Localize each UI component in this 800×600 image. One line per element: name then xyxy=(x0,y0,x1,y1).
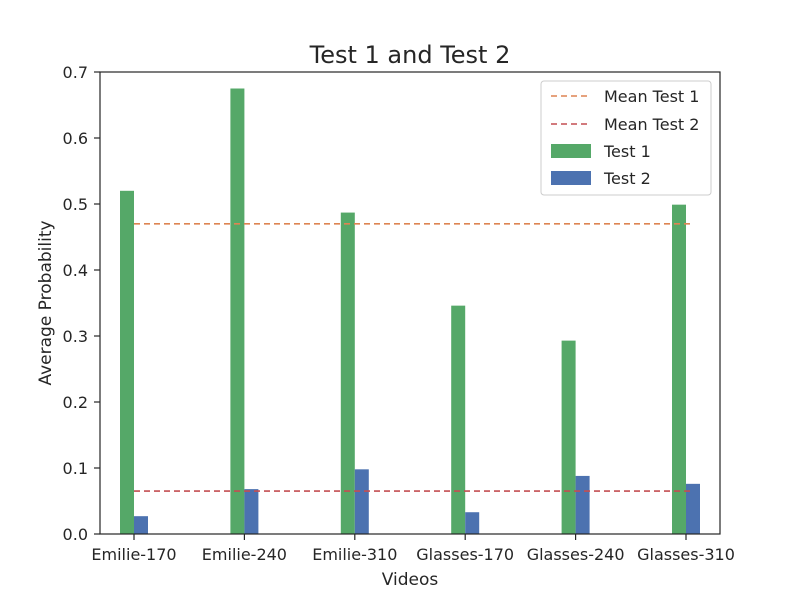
legend-label-mean-test-1: Mean Test 1 xyxy=(604,87,699,106)
x-tick-label: Glasses-310 xyxy=(637,545,735,564)
plot-frame xyxy=(99,71,721,535)
y-tick-label: 0.2 xyxy=(63,393,88,412)
bar-test-2-glasses-240 xyxy=(575,475,590,534)
y-tick-label: 0.1 xyxy=(63,459,88,478)
bar-test-2-emilie-310 xyxy=(354,469,369,534)
y-axis-ticks: 0.0 0.1 0.2 0.3 0.4 0.5 0.6 0.7 xyxy=(63,63,100,544)
y-tick-label: 0.0 xyxy=(63,525,88,544)
bar-test-1-glasses-240 xyxy=(561,340,576,534)
y-tick-label: 0.3 xyxy=(63,327,88,346)
bar-test-1-emilie-310 xyxy=(340,212,355,534)
x-tick-label: Emilie-170 xyxy=(91,545,176,564)
bar-test-2-glasses-310 xyxy=(686,483,700,534)
legend-swatch-test-2 xyxy=(551,171,591,185)
legend-box xyxy=(540,80,712,196)
legend-label-test-2: Test 2 xyxy=(603,169,651,188)
bar-test-2-emilie-170 xyxy=(134,516,148,534)
bar-test-1-emilie-240 xyxy=(230,88,245,534)
legend-swatch-test-1 xyxy=(551,144,591,158)
y-tick-label: 0.7 xyxy=(63,63,88,82)
x-axis-label: Videos xyxy=(382,570,439,590)
bars xyxy=(120,88,700,535)
legend-label-mean-test-2: Mean Test 2 xyxy=(604,115,699,134)
y-axis-label: Average Probability xyxy=(36,220,56,385)
bar-test-1-glasses-310 xyxy=(672,204,686,534)
y-tick-label: 0.4 xyxy=(63,261,88,280)
bar-test-2-glasses-170 xyxy=(465,512,480,534)
chart-title: Test 1 and Test 2 xyxy=(309,41,511,69)
bar-test-2-emilie-240 xyxy=(244,489,259,534)
x-tick-label: Emilie-240 xyxy=(202,545,287,564)
bar-test-1-glasses-170 xyxy=(451,305,466,534)
legend-label-test-1: Test 1 xyxy=(603,142,651,161)
x-tick-label: Emilie-310 xyxy=(312,545,397,564)
y-tick-label: 0.5 xyxy=(63,195,88,214)
bar-test-1-emilie-170 xyxy=(120,190,134,535)
legend: Mean Test 1 Mean Test 2 Test 1 Test 2 xyxy=(540,80,712,196)
x-tick-label: Glasses-240 xyxy=(527,545,625,564)
x-axis-ticks: Emilie-170 Emilie-240 Emilie-310 Glasses-17… xyxy=(91,534,735,564)
reference-lines xyxy=(134,223,693,492)
x-tick-label: Glasses-170 xyxy=(416,545,514,564)
y-tick-label: 0.6 xyxy=(63,129,88,148)
